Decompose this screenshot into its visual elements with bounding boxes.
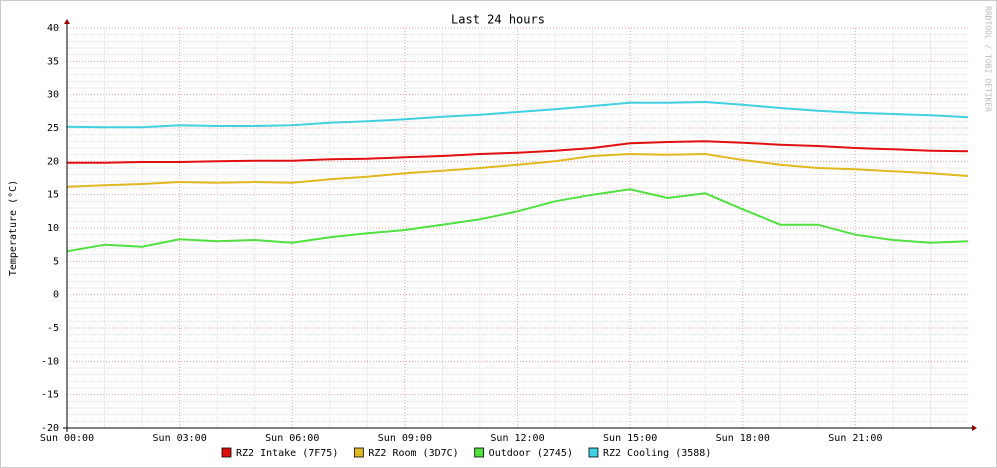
y-tick-label: 5 — [53, 256, 59, 267]
y-tick-label: 25 — [47, 123, 59, 134]
grid — [66, 27, 968, 429]
legend-swatch — [474, 447, 485, 458]
y-tick-label: 35 — [47, 56, 59, 67]
y-tick-label: -10 — [41, 356, 59, 367]
x-tick-label: Sun 06:00 — [265, 433, 319, 444]
lines — [66, 100, 969, 253]
x-tick-label: Sun 03:00 — [153, 433, 207, 444]
legend-swatch — [588, 447, 599, 458]
x-tick-label: Sun 09:00 — [378, 433, 432, 444]
y-tick-label: -15 — [41, 390, 59, 401]
legend-swatch — [353, 447, 364, 458]
x-tick-label: Sun 00:00 — [40, 433, 94, 444]
series-line — [66, 100, 969, 129]
legend-label: Outdoor (2745) — [489, 448, 573, 459]
y-tick-label: -5 — [47, 323, 59, 334]
chart-title: Last 24 hours — [451, 13, 545, 27]
axes: -20 -15 -10 -5 0 5 10 15 20 25 30 35 40 Sun 00:00 Sun … — [40, 19, 977, 444]
series-line — [67, 140, 969, 164]
series-line — [66, 188, 969, 253]
x-tick-label: Sun 18:00 — [716, 433, 770, 444]
watermark: RRDTOOL / TOBI OETIKER — [984, 6, 993, 112]
legend-swatch — [221, 447, 232, 458]
axis-arrow — [64, 19, 70, 24]
y-tick-label: 20 — [47, 156, 59, 167]
y-tick-label: -20 — [41, 423, 59, 434]
y-axis-label: Temperature (°C) — [8, 180, 19, 276]
y-tick-label: 0 — [53, 290, 59, 301]
legend: RZ2 Intake (7F75) RZ2 Room (3D7C) Outdoor … — [221, 447, 711, 459]
x-tick-label: Sun 21:00 — [828, 433, 882, 444]
axis-arrow — [972, 425, 977, 431]
series-line — [66, 152, 969, 188]
y-tick-label: 40 — [47, 23, 59, 34]
x-tick-label: Sun 15:00 — [603, 433, 657, 444]
legend-label: RZ2 Intake (7F75) — [236, 448, 338, 459]
x-tick-label: Sun 12:00 — [490, 433, 544, 444]
legend-label: RZ2 Cooling (3588) — [603, 448, 711, 459]
legend-label: RZ2 Room (3D7C) — [368, 448, 458, 459]
y-tick-label: 15 — [47, 190, 59, 201]
y-tick-label: 10 — [47, 223, 59, 234]
y-tick-label: 30 — [47, 90, 59, 101]
